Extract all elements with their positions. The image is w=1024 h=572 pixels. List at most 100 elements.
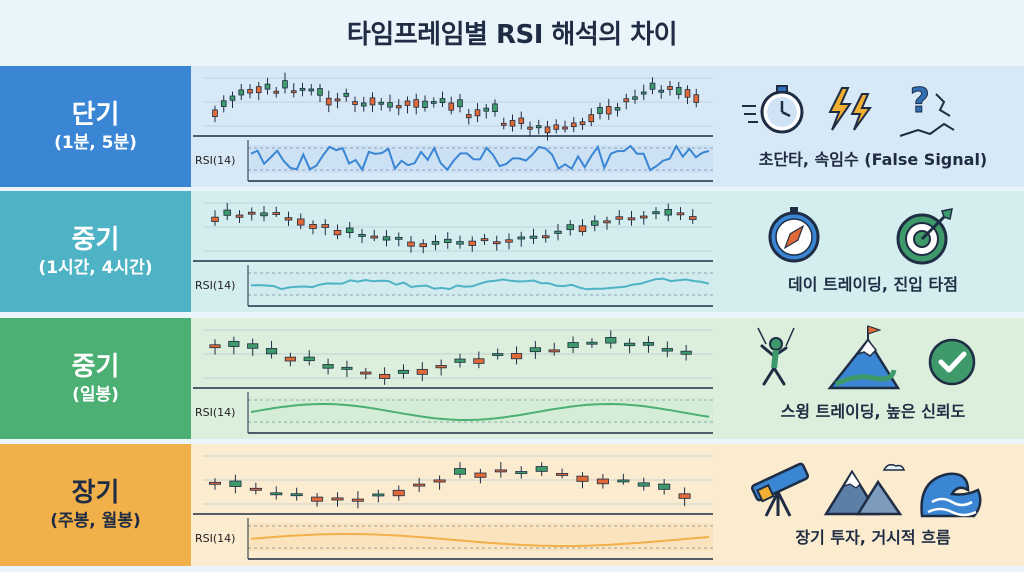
candle-body bbox=[325, 97, 332, 106]
rsi-label: RSI(14) bbox=[195, 406, 235, 419]
candle-body bbox=[642, 342, 655, 346]
candle-body bbox=[211, 216, 219, 222]
candle-body bbox=[360, 102, 367, 107]
candle-body bbox=[404, 100, 411, 106]
candle-body bbox=[548, 349, 560, 353]
candle-body bbox=[372, 493, 385, 497]
candle-body bbox=[688, 216, 697, 220]
candle-body bbox=[212, 109, 218, 118]
row-description-panel: 데이 트레이딩, 진입 타점 bbox=[722, 191, 1024, 312]
candle-body bbox=[675, 86, 682, 95]
candle-body bbox=[247, 89, 253, 94]
candle-body bbox=[578, 225, 587, 233]
candle-body bbox=[209, 344, 221, 349]
wave-icon bbox=[920, 472, 982, 518]
candle-body bbox=[680, 350, 692, 355]
candle-body bbox=[378, 101, 385, 105]
candle-body bbox=[465, 114, 472, 119]
candle-body bbox=[615, 216, 624, 220]
candle-body bbox=[684, 89, 691, 98]
candle-body bbox=[351, 498, 364, 502]
candle-body bbox=[576, 475, 589, 482]
row-sublabel: (1분, 5분) bbox=[54, 132, 137, 153]
row-label: 장기 bbox=[71, 478, 120, 508]
candle-body bbox=[562, 126, 568, 130]
candle-body bbox=[435, 365, 447, 369]
candle-body bbox=[544, 126, 551, 134]
row-daily: 중기 (일봉) RSI(14) bbox=[0, 318, 1024, 439]
candle-body bbox=[529, 347, 541, 353]
candle-body bbox=[515, 471, 528, 474]
candle-body bbox=[272, 212, 281, 215]
candle-body bbox=[290, 90, 297, 94]
candle-body bbox=[284, 356, 296, 362]
candles bbox=[211, 202, 697, 254]
candle-body bbox=[407, 241, 415, 247]
candle-body bbox=[229, 95, 236, 101]
candle-body bbox=[566, 224, 575, 231]
candle-body bbox=[664, 209, 673, 216]
candle-body bbox=[509, 120, 516, 127]
candle-body bbox=[419, 243, 428, 248]
rsi-label: RSI(14) bbox=[195, 154, 235, 167]
candle-body bbox=[661, 348, 673, 352]
lightning-icon bbox=[828, 87, 872, 131]
candle-body bbox=[345, 227, 354, 233]
candle-body bbox=[474, 109, 481, 117]
rsi-line bbox=[250, 402, 710, 422]
candle-body bbox=[433, 479, 446, 483]
candle-body bbox=[649, 82, 656, 90]
candle-body bbox=[273, 90, 280, 94]
candle-body bbox=[341, 366, 353, 370]
candlestick-chart: RSI(14) bbox=[193, 202, 713, 307]
candle-body bbox=[247, 211, 256, 215]
candle-body bbox=[299, 87, 306, 91]
candle-body bbox=[322, 364, 334, 369]
candle-body bbox=[456, 241, 464, 245]
candle-body bbox=[492, 103, 498, 112]
row-long-term: 장기 (주봉, 월봉) RSI(14) bbox=[0, 444, 1024, 566]
candle-body bbox=[448, 102, 455, 111]
rsi-label: RSI(14) bbox=[195, 532, 235, 545]
svg-text:?: ? bbox=[910, 81, 930, 121]
page-title: 타임프레임별 RSI 해석의 차이 bbox=[346, 20, 678, 50]
candle-body bbox=[652, 211, 660, 215]
mountain-flag-icon bbox=[827, 325, 901, 390]
candle-body bbox=[397, 369, 410, 374]
candle-body bbox=[605, 337, 617, 344]
candle-body bbox=[360, 371, 372, 375]
candle-body bbox=[492, 241, 501, 245]
candle-body bbox=[249, 487, 262, 491]
candle-body bbox=[413, 483, 426, 487]
candles bbox=[208, 462, 691, 509]
target-icon bbox=[896, 208, 953, 265]
price-grid bbox=[203, 202, 713, 252]
candles bbox=[209, 330, 692, 385]
candle-body bbox=[413, 99, 420, 108]
candle-body bbox=[639, 215, 648, 219]
candle-body bbox=[296, 218, 305, 226]
candle-body bbox=[333, 229, 342, 236]
candle-body bbox=[247, 343, 259, 349]
candle-body bbox=[309, 224, 317, 229]
candle-body bbox=[392, 489, 405, 497]
candles bbox=[212, 72, 700, 141]
row-description-panel: 장기 투자, 거시적 흐름 bbox=[722, 444, 1024, 565]
row-caption: 스윙 트레이딩, 높은 신뢰도 bbox=[780, 402, 966, 421]
row-sublabel: (1시간, 4시간) bbox=[38, 257, 153, 278]
candle-body bbox=[492, 353, 504, 356]
rsi-line bbox=[250, 277, 710, 291]
candle-body bbox=[394, 236, 403, 240]
candle-body bbox=[605, 106, 612, 115]
candle-body bbox=[331, 497, 344, 501]
row-label: 단기 bbox=[71, 99, 120, 130]
candle-body bbox=[439, 98, 446, 104]
candle-body bbox=[220, 100, 227, 107]
candle-body bbox=[617, 479, 630, 483]
candle-body bbox=[431, 240, 440, 245]
candle-body bbox=[260, 212, 268, 217]
candle-body bbox=[308, 88, 315, 92]
check-circle-icon bbox=[928, 338, 976, 386]
row-label-panel: 중기 (일봉) bbox=[0, 318, 191, 439]
